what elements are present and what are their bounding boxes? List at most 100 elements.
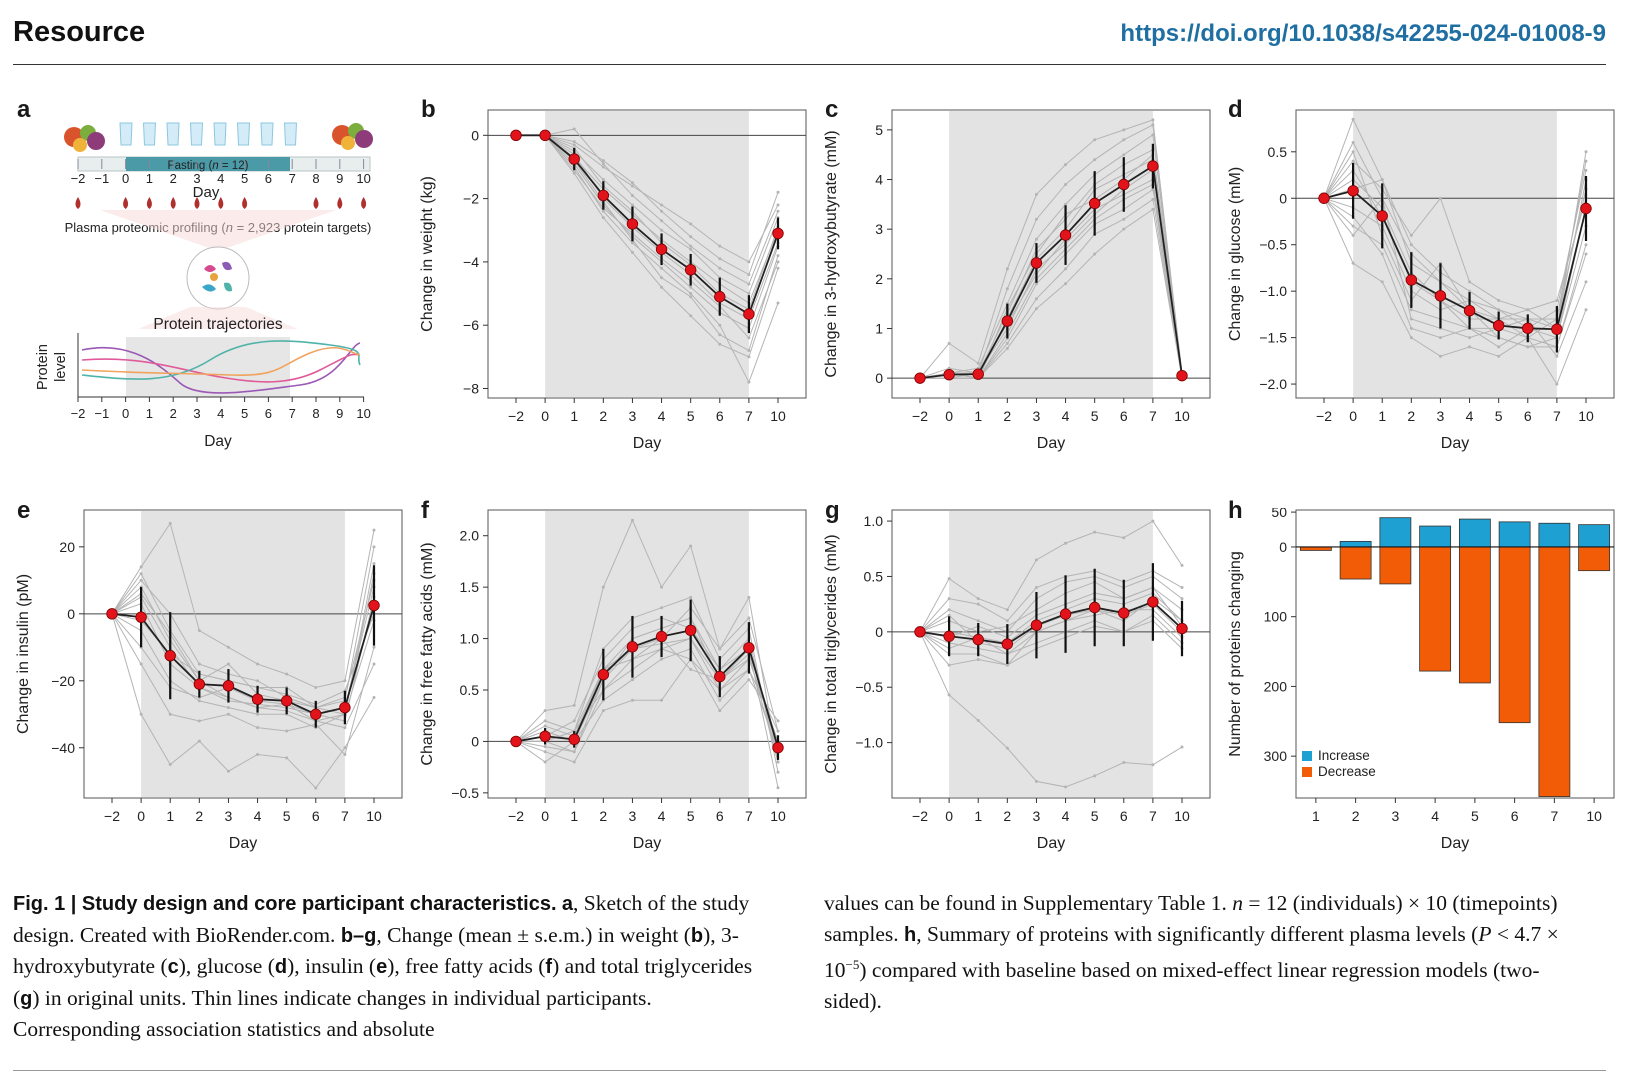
individual-point bbox=[601, 585, 605, 589]
individual-point bbox=[314, 685, 318, 689]
x-tick-label: 6 bbox=[1120, 808, 1128, 824]
individual-point bbox=[1064, 785, 1068, 789]
individual-point bbox=[1034, 779, 1038, 783]
individual-line bbox=[919, 586, 1183, 638]
individual-point bbox=[543, 760, 547, 764]
y-tick-label: 0.5 bbox=[1268, 144, 1288, 160]
timeline-tick-label: −1 bbox=[94, 171, 109, 186]
individual-point bbox=[1151, 118, 1155, 122]
x-tick-label: 3 bbox=[1437, 408, 1445, 424]
individual-point bbox=[776, 190, 780, 194]
x-axis-label: Day bbox=[229, 835, 257, 852]
individual-point bbox=[314, 786, 318, 790]
individual-line bbox=[919, 614, 1183, 655]
x-tick-label: 6 bbox=[716, 408, 724, 424]
fasting-shade bbox=[949, 511, 1153, 797]
individual-line bbox=[516, 134, 779, 339]
individual-point bbox=[1351, 117, 1355, 121]
individual-point bbox=[601, 162, 605, 166]
individual-point bbox=[976, 361, 980, 365]
individual-point bbox=[1351, 261, 1355, 265]
individual-point bbox=[285, 756, 289, 760]
individual-point bbox=[718, 257, 722, 261]
individual-line bbox=[516, 134, 779, 311]
individual-point bbox=[689, 244, 693, 248]
individual-point bbox=[689, 544, 693, 548]
bar-increase bbox=[1578, 524, 1611, 548]
fasting-bar bbox=[126, 157, 290, 171]
individual-point bbox=[747, 349, 751, 353]
individual-point bbox=[1064, 282, 1068, 286]
mean-point bbox=[914, 372, 926, 384]
individual-point bbox=[776, 770, 780, 774]
x-tick-label: 3 bbox=[1391, 808, 1399, 824]
panel-label-b: b bbox=[421, 96, 436, 123]
individual-line bbox=[919, 631, 1183, 788]
individual-line bbox=[919, 124, 1183, 379]
doi-link[interactable]: https://doi.org/10.1038/s42255-024-01008… bbox=[1120, 20, 1606, 47]
individual-point bbox=[776, 729, 780, 733]
individual-point bbox=[689, 314, 693, 318]
fasting-shade bbox=[126, 337, 290, 397]
panel-label-f: f bbox=[421, 497, 429, 524]
mean-point bbox=[743, 642, 755, 654]
x-tick-label: 1 bbox=[974, 808, 982, 824]
blood-drop-icon bbox=[242, 197, 248, 209]
individual-line bbox=[919, 520, 1183, 633]
individual-point bbox=[601, 709, 605, 713]
individual-point bbox=[197, 719, 201, 723]
individual-point bbox=[1151, 763, 1155, 767]
water-glass-icon bbox=[236, 122, 251, 146]
individual-point bbox=[372, 696, 376, 700]
individual-point bbox=[747, 292, 751, 296]
x-axis-label: Day bbox=[633, 835, 661, 852]
individual-point bbox=[1497, 308, 1501, 312]
individual-point bbox=[630, 181, 634, 185]
x-tick-label: −2 bbox=[1316, 408, 1332, 424]
mean-point bbox=[164, 649, 176, 662]
individual-point bbox=[372, 662, 376, 666]
individual-point bbox=[747, 260, 751, 264]
legend-label: Increase bbox=[1318, 748, 1370, 763]
mean-point bbox=[1522, 322, 1534, 335]
legend-swatch bbox=[1302, 767, 1312, 777]
timeline-tick-label: 2 bbox=[170, 171, 177, 186]
y-tick-label: −1.0 bbox=[1259, 283, 1287, 299]
individual-point bbox=[747, 336, 751, 340]
y-tick-label: 1.0 bbox=[864, 513, 884, 529]
x-tick-label: 5 bbox=[1091, 808, 1099, 824]
bar-increase bbox=[1419, 525, 1452, 548]
individual-line bbox=[1323, 197, 1587, 348]
bar-increase bbox=[1538, 522, 1571, 548]
individual-point bbox=[747, 380, 751, 384]
section-title: Resource bbox=[13, 16, 146, 48]
trajectory-line bbox=[81, 340, 361, 380]
timeline-tick-label: 4 bbox=[217, 171, 224, 186]
individual-point bbox=[1064, 202, 1068, 206]
individual-point bbox=[630, 193, 634, 197]
individual-point bbox=[1584, 243, 1588, 247]
x-tick-label: 4 bbox=[658, 808, 666, 824]
mean-point bbox=[193, 678, 206, 690]
bar-decrease bbox=[1538, 546, 1571, 798]
individual-line bbox=[515, 648, 779, 763]
chart-proteins-changing: 50 0 100 200 300 1 2 3 4 5 6 7 10 Day Number of protei… bbox=[1227, 508, 1615, 852]
x-tick-label: −2 bbox=[912, 408, 928, 424]
y-tick-label: −6 bbox=[463, 317, 479, 333]
individual-line bbox=[920, 188, 1183, 379]
y-tick-label: 1.0 bbox=[460, 631, 480, 647]
individual-point bbox=[1409, 243, 1413, 247]
x-tick-label: 0 bbox=[541, 808, 549, 824]
mean-point bbox=[943, 630, 955, 642]
bar-decrease bbox=[1578, 546, 1611, 572]
individual-point bbox=[572, 143, 576, 147]
individual-point bbox=[776, 760, 780, 764]
x-tick-label: 10 bbox=[770, 408, 786, 424]
individual-point bbox=[1122, 153, 1126, 157]
individual-point bbox=[343, 752, 347, 756]
y-tick-label: 2.0 bbox=[460, 528, 480, 544]
individual-point bbox=[718, 709, 722, 713]
individual-point bbox=[776, 254, 780, 258]
mean-point bbox=[655, 243, 668, 255]
timeline-tick-label: 9 bbox=[336, 171, 343, 186]
